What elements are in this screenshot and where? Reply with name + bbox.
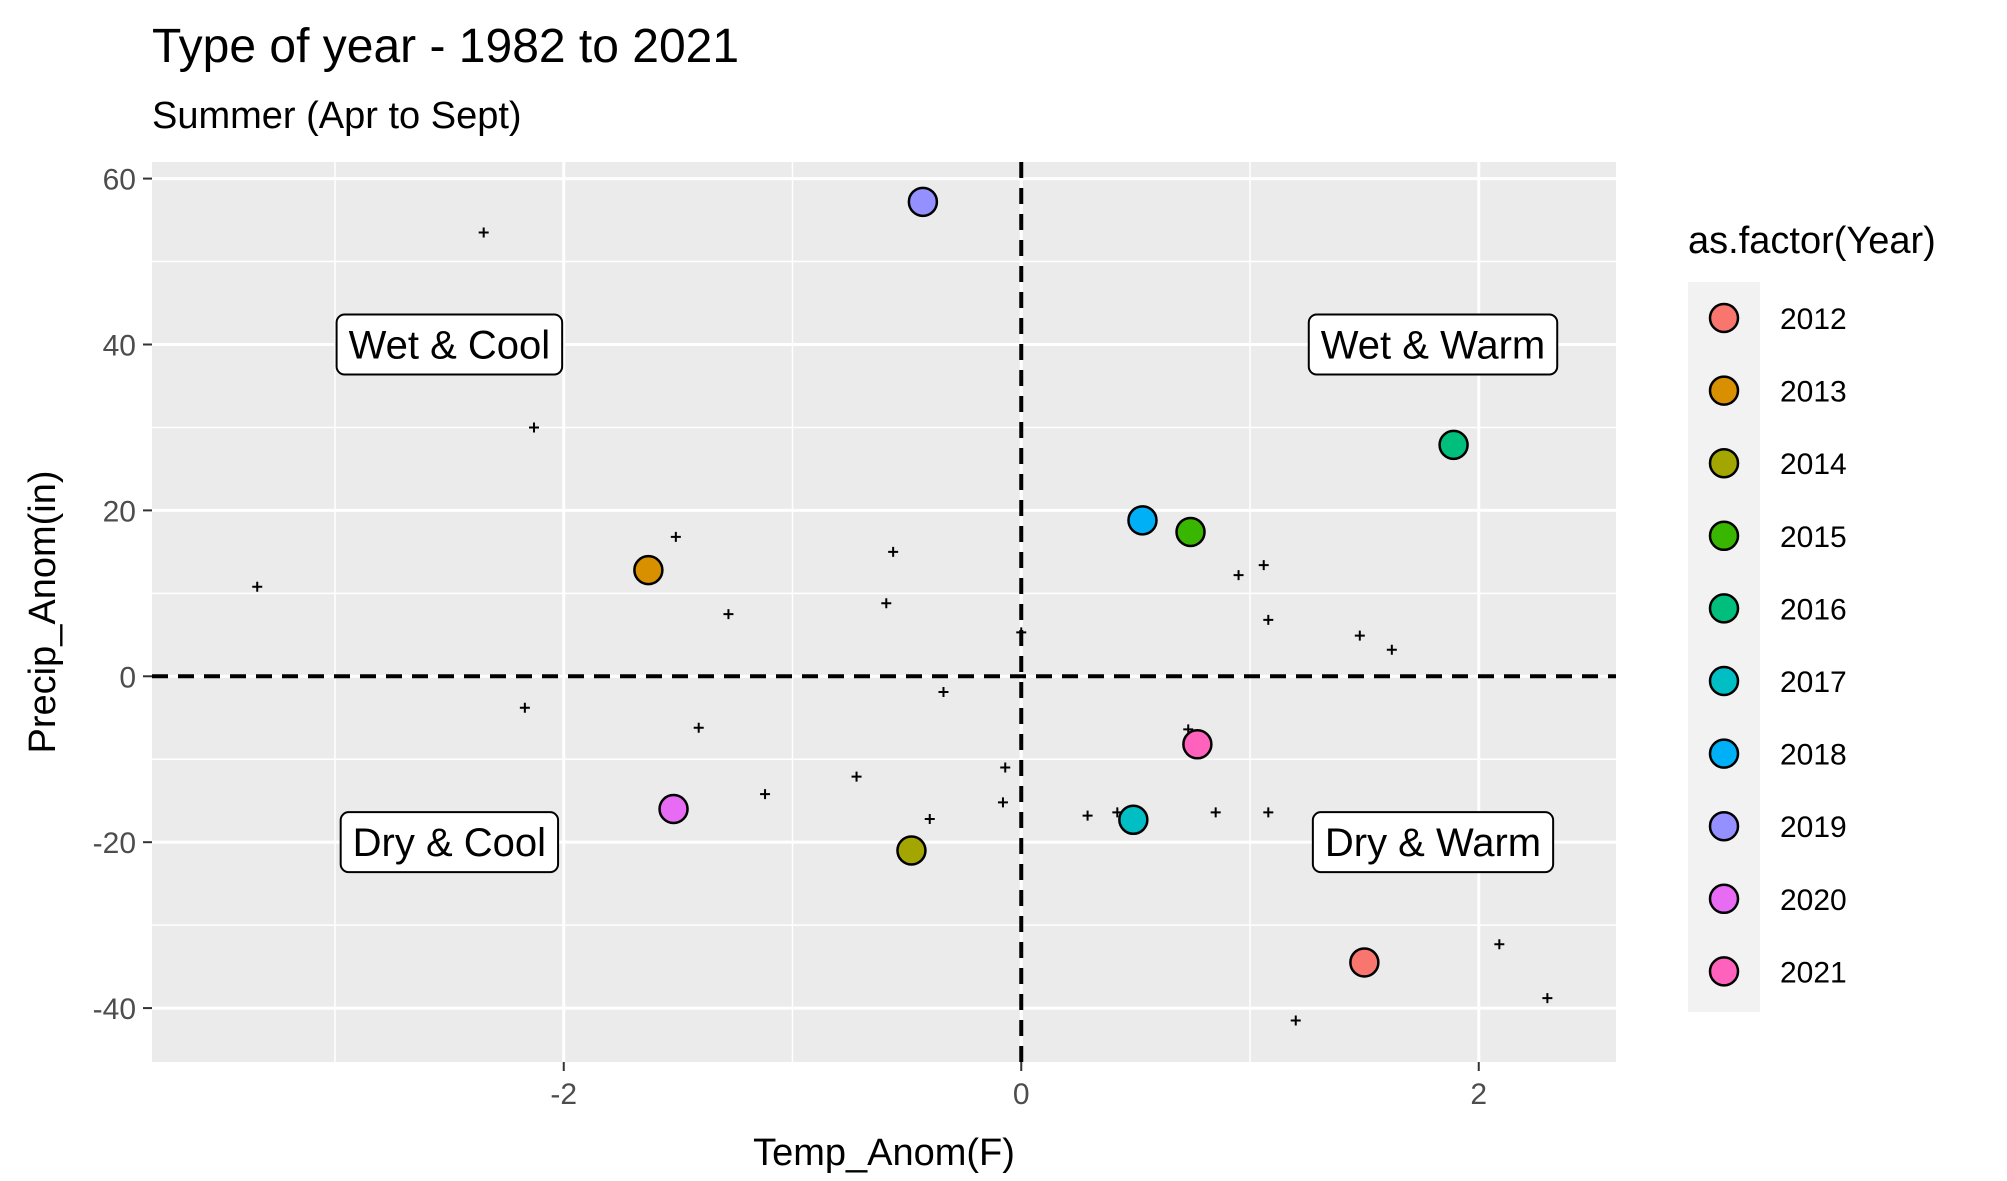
year-point-2017 (1118, 804, 1149, 836)
legend-key-2017 (1708, 665, 1740, 697)
y-tick-label: 20 (103, 495, 136, 528)
background-point (1016, 627, 1027, 638)
background-point (760, 789, 771, 800)
legend-key-2021 (1708, 956, 1740, 987)
background-point (478, 227, 489, 238)
legend-key-2014 (1708, 447, 1740, 479)
background-point (670, 531, 681, 542)
legend-key-2018 (1708, 738, 1740, 769)
quadrant-label-box (1307, 313, 1559, 376)
year-point-2021 (1182, 729, 1213, 760)
legend: 2012 2013 2014 2015 2016 2017 2018 2019 2020 2021 (1708, 302, 1847, 989)
x-axis-title: Temp_Anom(F) (753, 1132, 1015, 1174)
background-point (519, 702, 530, 713)
quadrant-label-box (335, 313, 564, 376)
x-tick-label: 0 (1013, 1078, 1030, 1111)
legend-label: 2016 (1780, 593, 1847, 626)
legend-title: as.factor(Year) (1688, 220, 1936, 262)
year-point-2015 (1175, 516, 1206, 548)
background-point (1233, 570, 1244, 581)
legend-label: 2020 (1780, 884, 1847, 917)
legend-key-2012 (1708, 302, 1740, 334)
legend-label: 2021 (1780, 956, 1847, 989)
year-point-2014 (896, 835, 927, 866)
background-point (252, 581, 263, 592)
background-point (1542, 993, 1553, 1004)
y-tick-label: 60 (103, 164, 136, 197)
background-point (693, 722, 704, 733)
background-point (1263, 614, 1274, 625)
legend-label: 2015 (1780, 521, 1847, 554)
background-point (529, 422, 540, 433)
quadrant-label: Dry & Cool (353, 821, 546, 865)
legend-key-2016 (1708, 593, 1740, 624)
x-tick-label: -2 (550, 1078, 577, 1111)
background-point (1386, 644, 1397, 655)
year-point-2018 (1127, 505, 1158, 536)
year-point-2013 (633, 554, 664, 586)
year-point-2019 (907, 186, 939, 218)
legend-label: 2017 (1780, 666, 1847, 699)
background-point (1258, 560, 1269, 571)
y-tick-label: 40 (103, 329, 136, 362)
legend-label: 2012 (1780, 303, 1847, 336)
background-point (924, 813, 935, 824)
year-point-2020 (658, 793, 689, 825)
y-tick-label: 0 (119, 661, 136, 694)
y-tick-label: -20 (93, 827, 136, 860)
x-tick-label: 2 (1470, 1078, 1487, 1111)
legend-key-2020 (1708, 883, 1740, 915)
reference-lines (152, 162, 1616, 1062)
chart-title: Type of year - 1982 to 2021 (152, 20, 739, 73)
legend-key-2015 (1708, 520, 1740, 552)
quadrant-label-box (1311, 811, 1555, 874)
y-axis-title: Precip_Anom(in) (22, 471, 64, 754)
background-point (851, 771, 862, 782)
legend-label: 2019 (1780, 811, 1847, 844)
background-point (888, 546, 899, 557)
legend-key-2019 (1708, 810, 1740, 842)
year-point-2012 (1349, 947, 1380, 978)
background-point (723, 609, 734, 620)
legend-label: 2018 (1780, 739, 1847, 772)
background-point (881, 598, 892, 609)
year-point-2016 (1438, 429, 1469, 461)
y-tick-label: -40 (93, 993, 136, 1026)
legend-key-2013 (1708, 375, 1740, 406)
background-point (1082, 810, 1093, 821)
quadrant-labels: Wet & Cool Wet & Warm Dry & Cool Dry & Warm (335, 313, 1559, 874)
quadrant-label: Wet & Warm (1321, 323, 1545, 367)
quadrant-label: Dry & Warm (1325, 821, 1541, 865)
minor-gridlines (152, 162, 1616, 1062)
background-point (1263, 807, 1274, 818)
background-points (252, 227, 1553, 1026)
quadrant-label: Wet & Cool (349, 323, 551, 367)
quadrant-label-box (339, 811, 560, 874)
background-point (1354, 630, 1365, 641)
legend-label: 2014 (1780, 448, 1847, 481)
background-point (997, 797, 1008, 808)
background-point (1000, 762, 1011, 773)
background-point (1494, 939, 1505, 950)
plot-panel (152, 162, 1616, 1062)
highlighted-year-points (633, 186, 1469, 978)
background-point (938, 687, 949, 698)
background-point (1210, 807, 1221, 818)
background-point (1290, 1015, 1301, 1026)
chart-subtitle: Summer (Apr to Sept) (152, 95, 522, 137)
legend-label: 2013 (1780, 376, 1847, 409)
